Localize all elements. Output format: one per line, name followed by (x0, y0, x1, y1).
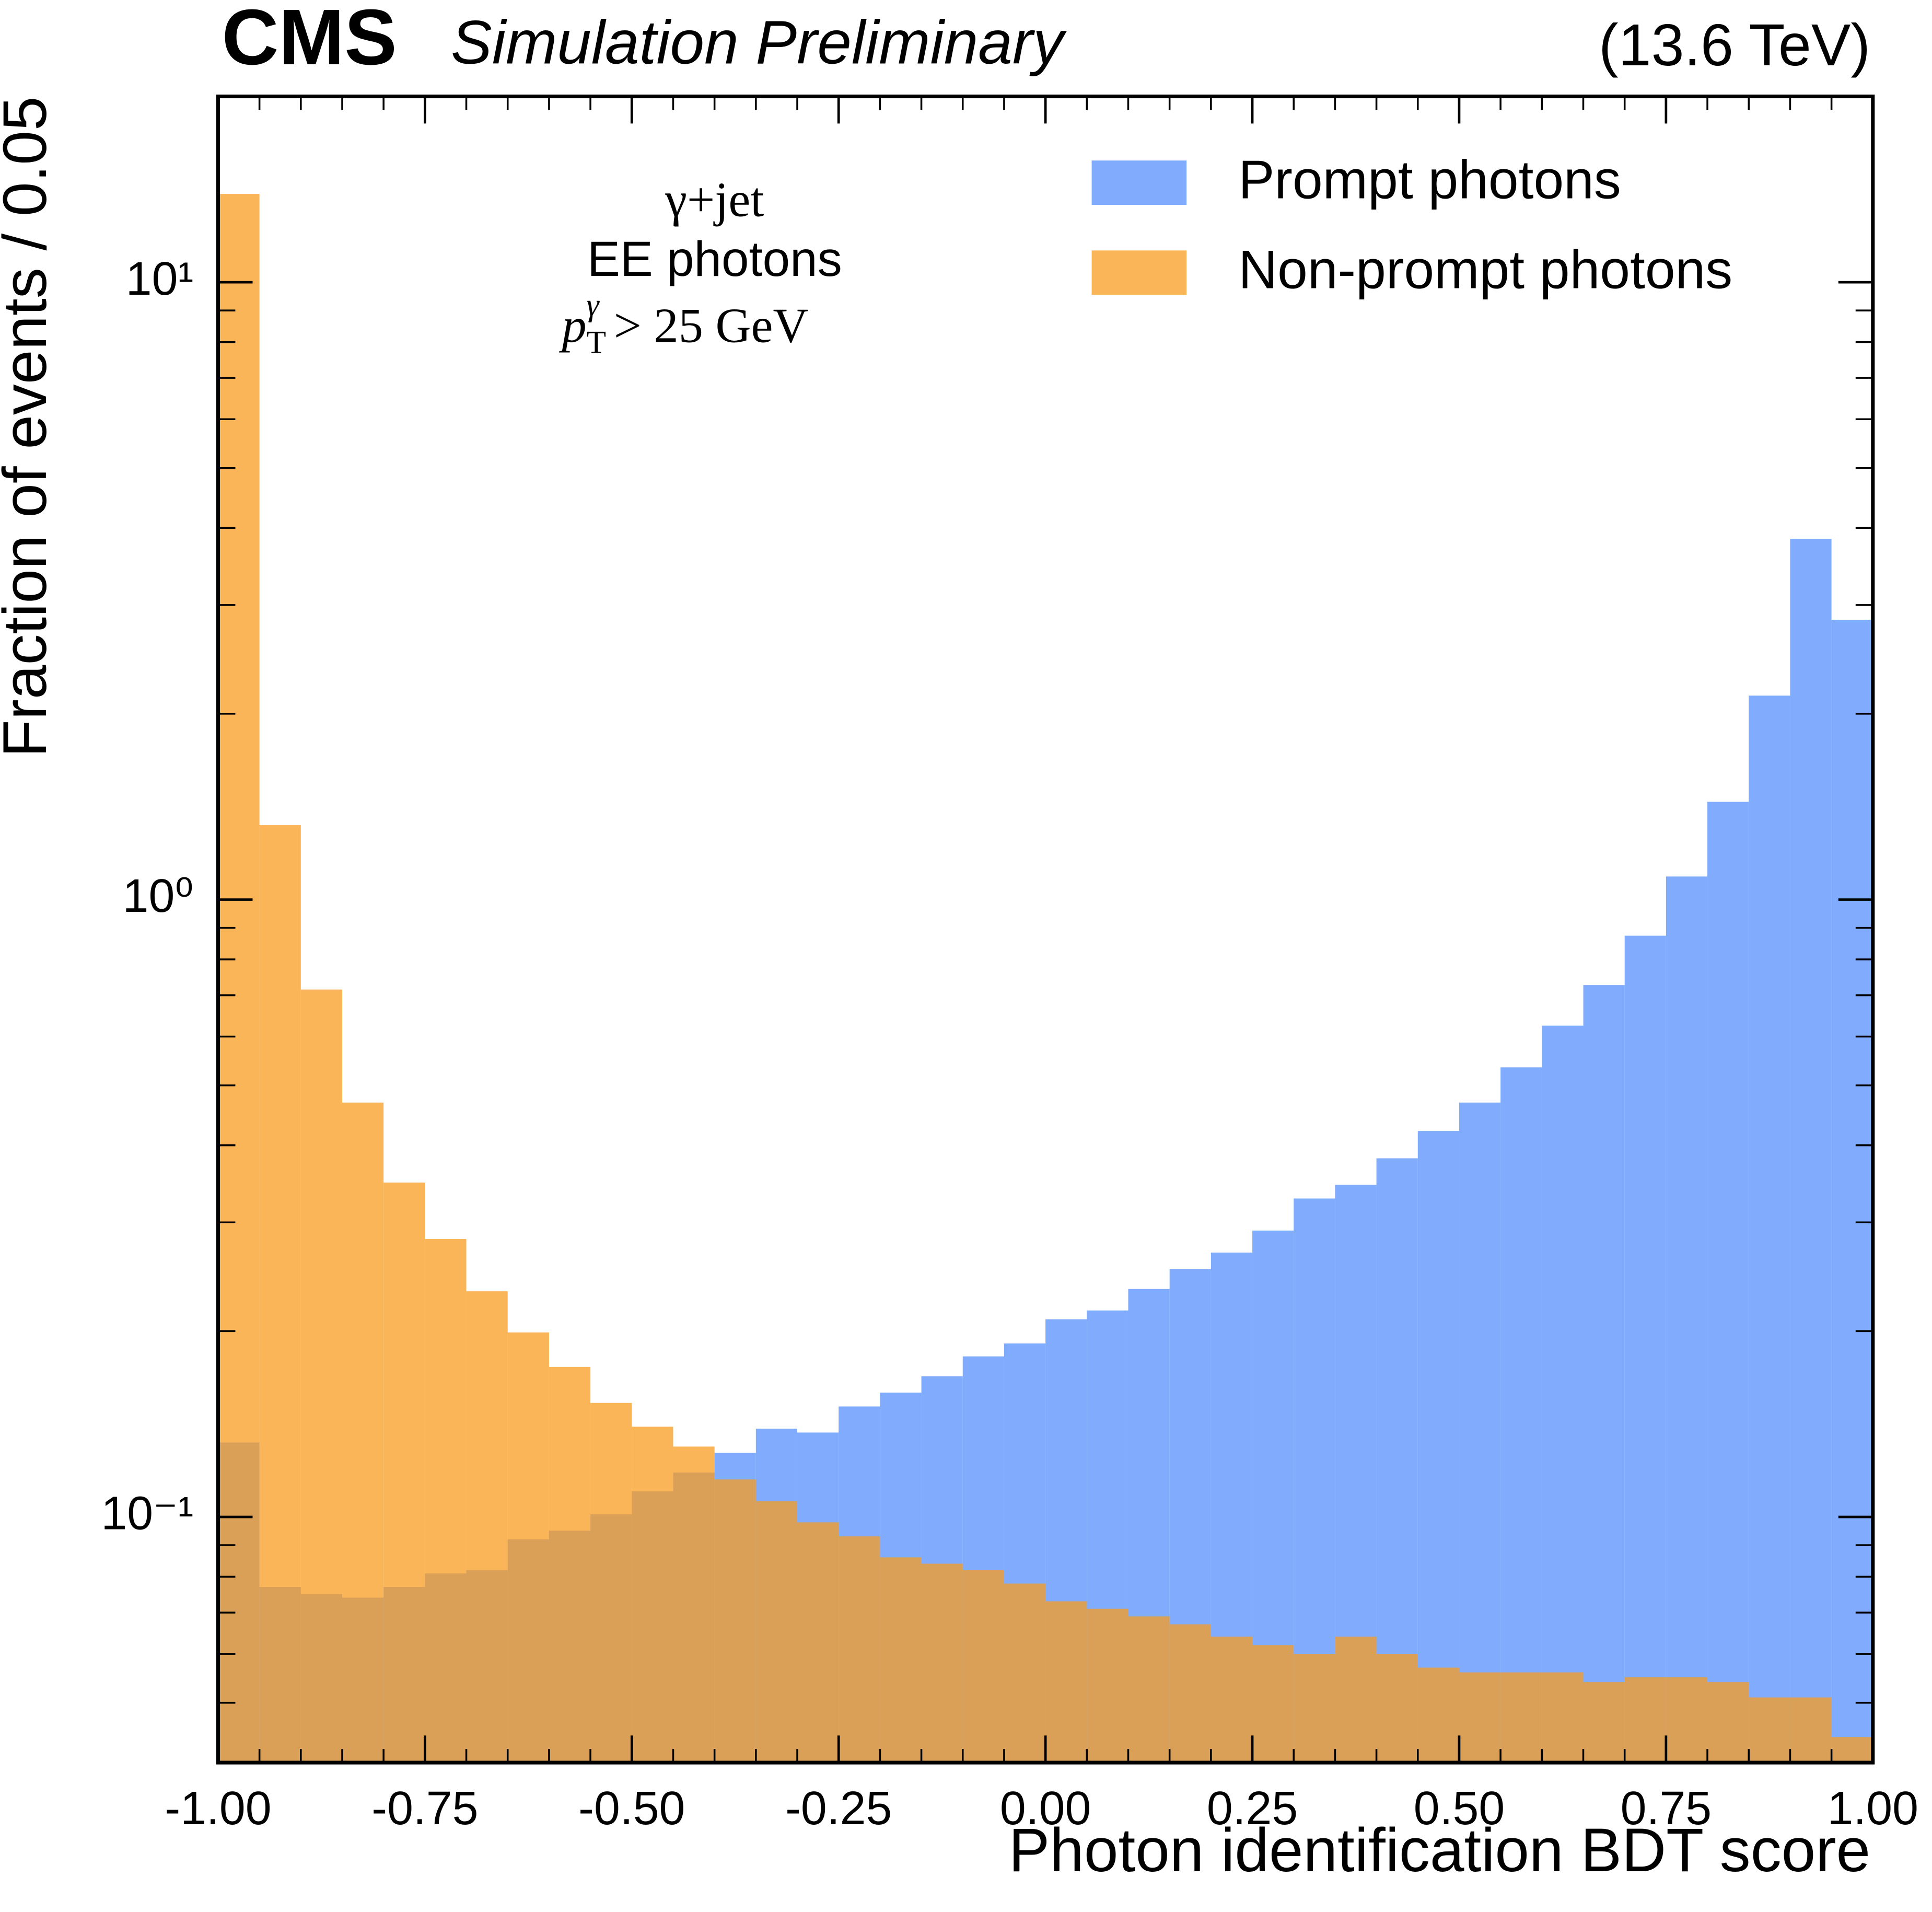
histogram-bar (839, 1536, 880, 1763)
x-tick-label: 1.00 (1828, 1782, 1918, 1834)
histogram-bar (1790, 1697, 1832, 1763)
status-label: Simulation Preliminary (451, 7, 1067, 76)
annotation: γ+jet (665, 173, 764, 227)
histogram-bar (1500, 1067, 1542, 1763)
x-tick-label: -0.25 (785, 1782, 892, 1834)
histogram-bar (259, 825, 301, 1763)
histogram-bar (1211, 1636, 1253, 1763)
histogram-bar (1831, 1737, 1873, 1763)
y-tick-label: 10¹ (126, 252, 194, 305)
histogram-bar (1624, 935, 1666, 1763)
histogram-bar (1583, 985, 1625, 1763)
histogram-bar (1624, 1677, 1666, 1763)
histogram-bar (1004, 1583, 1046, 1763)
histogram-bar (714, 1479, 756, 1763)
experiment-label: CMS (222, 0, 397, 81)
math-sup: γ (586, 287, 600, 323)
histogram-bar (1459, 1672, 1501, 1763)
legend-label: Non-prompt photons (1238, 239, 1732, 300)
y-axis-label: Fraction of events / 0.05 (0, 97, 59, 758)
math-sub: T (587, 325, 606, 360)
histogram-bar (1542, 1672, 1584, 1763)
histogram-bar (1790, 539, 1832, 1763)
histogram-bar (507, 1332, 549, 1763)
histogram-bar (1542, 1025, 1584, 1763)
histogram-bar (755, 1501, 798, 1763)
histogram-bar (1128, 1616, 1170, 1763)
x-tick-label: 0.50 (1414, 1782, 1505, 1834)
histogram-bar (1376, 1654, 1418, 1763)
legend-label: Prompt photons (1238, 149, 1621, 210)
y-tick-label: 10⁰ (123, 870, 194, 922)
histogram-bar (1045, 1601, 1087, 1763)
legend-swatch (1091, 250, 1187, 295)
histogram-bar (425, 1239, 467, 1763)
histogram-bar (383, 1183, 425, 1763)
histogram-bar (1666, 1677, 1708, 1763)
x-tick-label: 0.75 (1621, 1782, 1712, 1834)
histogram-bar (1335, 1636, 1377, 1763)
x-tick-label: -0.50 (578, 1782, 685, 1834)
histogram-bar (1417, 1667, 1459, 1763)
bars (218, 194, 1873, 1763)
histogram-bar (466, 1291, 508, 1763)
math-p: p (558, 298, 586, 353)
annotation-math: pTγ > 25 GeV (558, 287, 808, 360)
legend-swatch (1091, 160, 1187, 205)
histogram-bar (1831, 619, 1873, 1763)
histogram-bar (1459, 1103, 1501, 1763)
histogram-bar (1294, 1654, 1335, 1763)
annotation: EE photons (587, 231, 842, 286)
math-rest: > 25 GeV (614, 298, 809, 353)
histogram-bar (1252, 1645, 1294, 1763)
histogram-bar (1500, 1672, 1542, 1763)
histogram-bar (1749, 1697, 1790, 1763)
histogram-bar (673, 1446, 715, 1763)
histogram-bar (549, 1366, 591, 1763)
histogram-bar (342, 1103, 384, 1763)
x-tick-label: 0.00 (1000, 1782, 1091, 1834)
histogram-bar (1707, 1682, 1749, 1763)
histogram-bar (1707, 802, 1749, 1763)
histogram-bar (1417, 1131, 1459, 1763)
histogram-bar (1169, 1624, 1211, 1763)
x-axis-label: Photon identification BDT score (1009, 1815, 1870, 1884)
histogram-bar (921, 1563, 963, 1763)
histogram-bar (300, 989, 342, 1763)
histogram-bar (1087, 1608, 1128, 1763)
energy-label: (13.6 TeV) (1599, 12, 1870, 78)
histogram-bar (1666, 876, 1708, 1763)
histogram-bar (880, 1557, 922, 1763)
histogram-bar (797, 1522, 839, 1763)
histogram-bar (632, 1427, 673, 1763)
y-tick-label: 10⁻¹ (101, 1487, 193, 1539)
histogram-bar (590, 1403, 632, 1763)
histogram-bar (218, 194, 260, 1763)
x-tick-label: -1.00 (165, 1782, 271, 1834)
histogram-bar (1749, 696, 1790, 1763)
histogram-bar (962, 1570, 1004, 1763)
x-tick-label: 0.25 (1207, 1782, 1298, 1834)
x-tick-label: -0.75 (371, 1782, 478, 1834)
histogram-bar (1583, 1682, 1625, 1763)
